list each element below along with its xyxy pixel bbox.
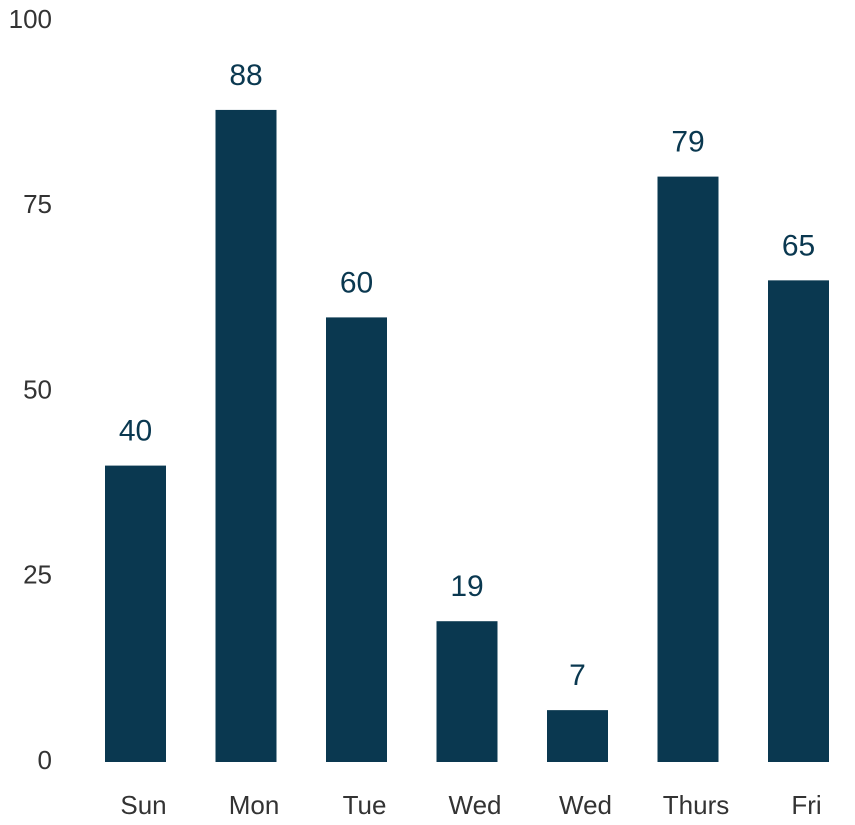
x-tick-label: Wed bbox=[559, 790, 612, 820]
x-tick-label: Mon bbox=[229, 790, 280, 820]
data-label: 88 bbox=[229, 59, 262, 92]
y-tick-label: 50 bbox=[23, 374, 52, 404]
data-label: 79 bbox=[671, 126, 704, 159]
y-tick-label: 25 bbox=[23, 560, 52, 590]
y-tick-label: 75 bbox=[23, 189, 52, 219]
x-tick-label: Fri bbox=[791, 790, 821, 820]
bar bbox=[657, 176, 719, 763]
data-label: 65 bbox=[782, 229, 815, 262]
data-label: 7 bbox=[569, 659, 586, 692]
bar bbox=[105, 465, 166, 762]
bar bbox=[768, 280, 829, 762]
data-label: 60 bbox=[340, 266, 373, 299]
data-label: 40 bbox=[119, 415, 152, 448]
bar bbox=[326, 317, 387, 762]
x-tick-label: Sun bbox=[120, 790, 166, 820]
x-tick-label: Thurs bbox=[663, 790, 729, 820]
bar bbox=[547, 710, 608, 762]
y-tick-label: 0 bbox=[38, 745, 52, 775]
data-label: 19 bbox=[450, 570, 483, 603]
bar bbox=[436, 621, 498, 762]
y-tick-label: 100 bbox=[9, 4, 52, 34]
x-tick-label: Wed bbox=[449, 790, 502, 820]
bar bbox=[215, 109, 277, 763]
x-tick-label: Tue bbox=[343, 790, 387, 820]
